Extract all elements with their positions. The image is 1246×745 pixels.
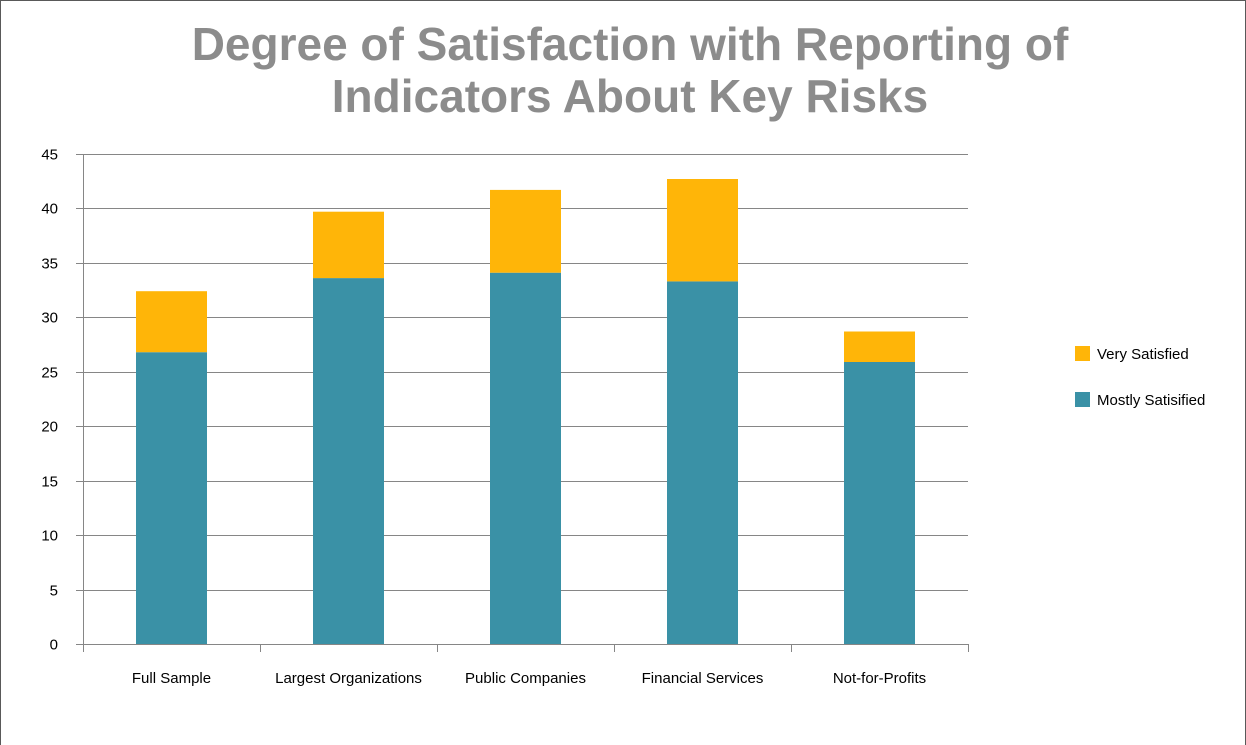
y-tick-label: 5 (50, 583, 58, 600)
y-tick-label: 0 (50, 637, 58, 654)
x-tick-label: Financial Services (642, 670, 764, 687)
legend-label: Mostly Satisified (1097, 392, 1205, 409)
chart-title: Degree of Satisfaction with Reporting of… (130, 18, 1130, 122)
x-tick-label: Full Sample (132, 670, 211, 687)
axes (76, 154, 969, 652)
y-tick-label: 10 (41, 528, 58, 545)
tick-labels: 0 5 10 15 20 25 30 35 40 45 Full Sample Largest Org… (41, 147, 926, 688)
bar-segment-mostly-satisfied (313, 278, 384, 644)
chart-title-line-1: Degree of Satisfaction with Reporting of (191, 18, 1069, 70)
bar-segment-very-satisfied (136, 291, 207, 353)
x-tick-label: Largest Organizations (275, 670, 422, 687)
y-tick-label: 45 (41, 147, 58, 164)
bars (136, 179, 915, 644)
x-tick-label: Not-for-Profits (833, 670, 926, 687)
bar-segment-very-satisfied (844, 331, 915, 362)
bar-segment-mostly-satisfied (844, 362, 915, 644)
y-tick-label: 25 (41, 365, 58, 382)
bar-segment-mostly-satisfied (667, 281, 738, 644)
y-tick-label: 30 (41, 310, 58, 327)
bar-segment-very-satisfied (313, 211, 384, 279)
bar-segment-very-satisfied (490, 189, 561, 273)
chart-title-line-2: Indicators About Key Risks (331, 70, 929, 122)
x-tick-label: Public Companies (465, 670, 586, 687)
legend-swatch (1075, 392, 1090, 407)
y-tick-label: 40 (41, 201, 58, 218)
y-tick-label: 15 (41, 474, 58, 491)
bar-segment-mostly-satisfied (490, 272, 561, 644)
legend: Very Satisfied Mostly Satisified (1075, 346, 1205, 409)
legend-label: Very Satisfied (1097, 346, 1189, 363)
y-tick-label: 35 (41, 256, 58, 273)
bar-segment-mostly-satisfied (136, 352, 207, 644)
bar-segment-very-satisfied (667, 179, 738, 282)
y-tick-label: 20 (41, 419, 58, 436)
legend-swatch (1075, 346, 1090, 361)
